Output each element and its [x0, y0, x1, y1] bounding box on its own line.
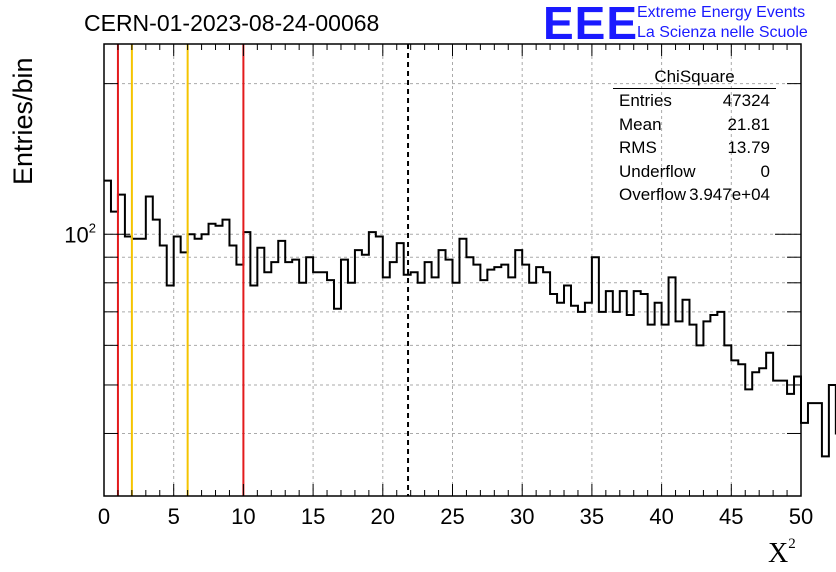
x-tick-label: 15 — [301, 504, 325, 529]
chart-title: CERN-01-2023-08-24-00068 — [84, 10, 380, 36]
stats-row-rms: RMS 13.79 — [613, 138, 776, 162]
x-axis-label-sup: 2 — [788, 536, 796, 552]
x-tick-label: 35 — [580, 504, 604, 529]
x-tick-label: 45 — [719, 504, 743, 529]
x-tick-label: 5 — [168, 504, 180, 529]
x-tick-label: 30 — [510, 504, 534, 529]
stats-row-underflow: Underflow 0 — [613, 162, 776, 186]
stats-value: 0 — [760, 161, 770, 181]
stats-box-title: ChiSquare — [613, 67, 776, 89]
eee-logo-line1: Extreme Energy Events — [637, 4, 806, 21]
stats-key: RMS — [619, 138, 657, 157]
stats-value: 21.81 — [727, 114, 770, 134]
x-tick-label: 50 — [789, 504, 813, 529]
x-tick-label: 10 — [231, 504, 255, 529]
stats-row-mean: Mean 21.81 — [613, 115, 776, 139]
stats-value: 13.79 — [727, 138, 770, 157]
stats-key: Underflow — [619, 161, 696, 181]
eee-logo-line2: La Scienza nelle Scuole — [637, 24, 808, 41]
stats-key: Overflow — [619, 185, 687, 204]
histogram-outline — [104, 179, 836, 458]
stats-box: ChiSquare Entries 47324 Mean 21.81 RMS 1… — [613, 67, 776, 209]
stats-row-overflow: Overflow 3.947e+04 — [613, 185, 776, 209]
stats-key: Entries — [619, 91, 672, 110]
stats-row-entries: Entries 47324 — [613, 91, 776, 115]
y-tick-label: 102 — [64, 220, 96, 247]
x-tick-label: 25 — [440, 504, 464, 529]
stats-key: Mean — [619, 114, 662, 134]
x-tick-label: 0 — [98, 504, 110, 529]
y-tick-label-base: 10 — [64, 222, 88, 247]
x-tick-label: 20 — [371, 504, 395, 529]
eee-logo: EEE — [543, 0, 639, 49]
stats-value: 3.947e+04 — [689, 185, 770, 204]
x-axis-label: X2 — [768, 536, 796, 570]
y-tick-label-exponent: 2 — [89, 220, 96, 235]
stats-value: 47324 — [722, 91, 770, 110]
x-axis-label-text: X — [768, 538, 789, 569]
x-tick-label: 40 — [649, 504, 673, 529]
